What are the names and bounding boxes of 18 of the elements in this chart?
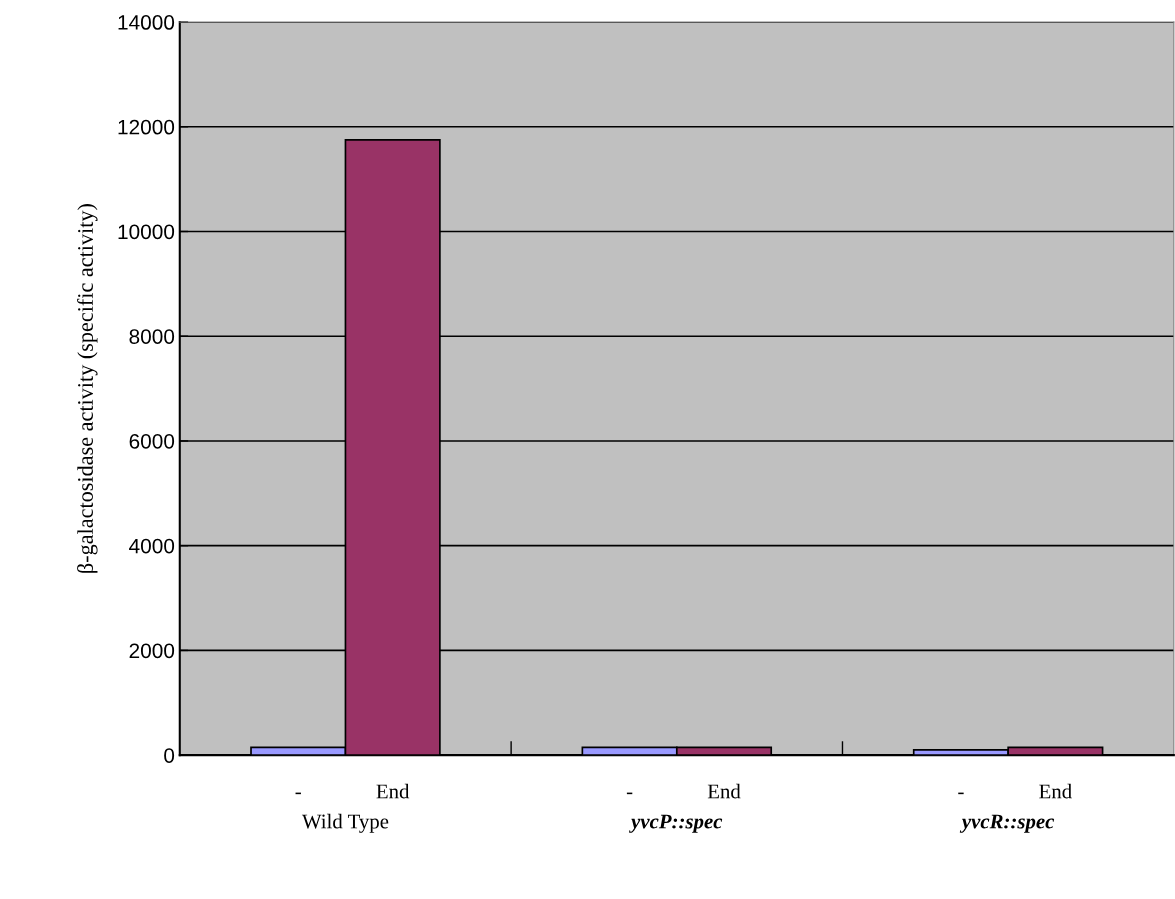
text: - (626, 792, 633, 795)
x-tick-label: Wild Type (301, 813, 389, 833)
y-tick-label: 10000 (118, 224, 175, 240)
y-tick-label: 4000 (129, 538, 175, 554)
series-label: End (376, 783, 410, 799)
y-axis-title: β-galactosidase activity (specific activity) (77, 204, 98, 573)
text: End (707, 783, 741, 799)
x-tick-label: yvcP::spec (629, 814, 723, 833)
y-tick-label: 0 (164, 748, 175, 763)
y-tick-label: 2000 (129, 643, 175, 659)
y-tick-label: 12000 (118, 119, 175, 135)
y-tick-label: 6000 (129, 433, 175, 449)
text: - (958, 792, 964, 795)
text: End (1039, 783, 1072, 799)
series-label: - (295, 792, 301, 795)
y-tick-label: 8000 (129, 329, 175, 344)
x-tick-label: yvcR::spec (959, 814, 1055, 833)
y-tick-label: 14000 (118, 15, 175, 30)
